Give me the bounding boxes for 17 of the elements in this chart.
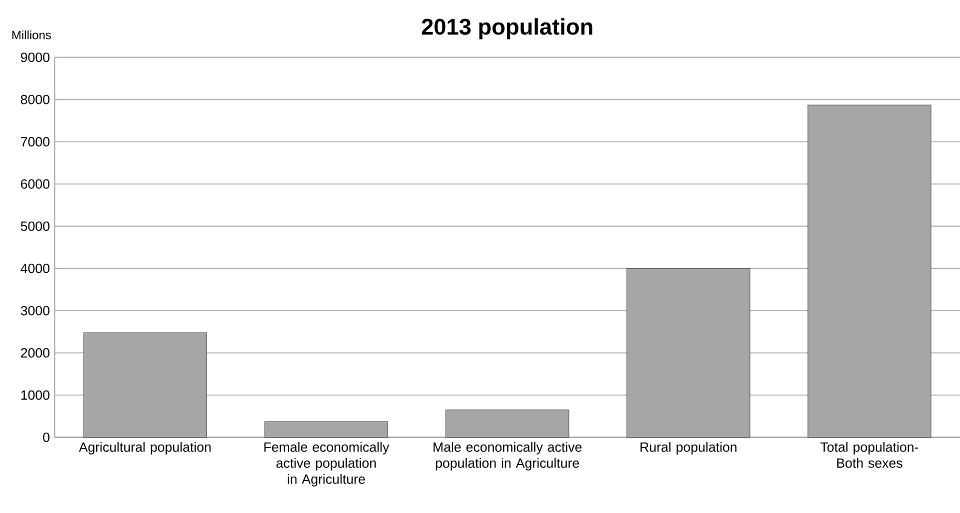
x-tick-label: Agricultural population (78, 442, 211, 454)
y-tick-label: 6000 (20, 179, 50, 189)
y-tick-label: 9000 (20, 52, 50, 62)
x-tick-label: Female economically active population in Agriculture (264, 442, 390, 486)
y-tick-label: 0 (43, 432, 50, 442)
y-tick-label: 1000 (21, 390, 50, 400)
y-tick-label: 2000 (20, 348, 50, 358)
y-tick-label: 5000 (20, 221, 50, 231)
x-tick-label: Total population- Both sexes (820, 442, 918, 468)
x-tick-label: Rural population (640, 442, 736, 454)
y-tick-label: 3000 (20, 306, 50, 316)
x-tick-label: Male economically active population in Agriculture (434, 442, 582, 470)
y-tick-label: 8000 (20, 94, 50, 104)
chart-title: 2013 population (422, 18, 592, 40)
y-tick-label: 4000 (20, 264, 50, 274)
y-tick-label: 7000 (20, 137, 50, 146)
y-axis-title: Millions (12, 30, 51, 40)
